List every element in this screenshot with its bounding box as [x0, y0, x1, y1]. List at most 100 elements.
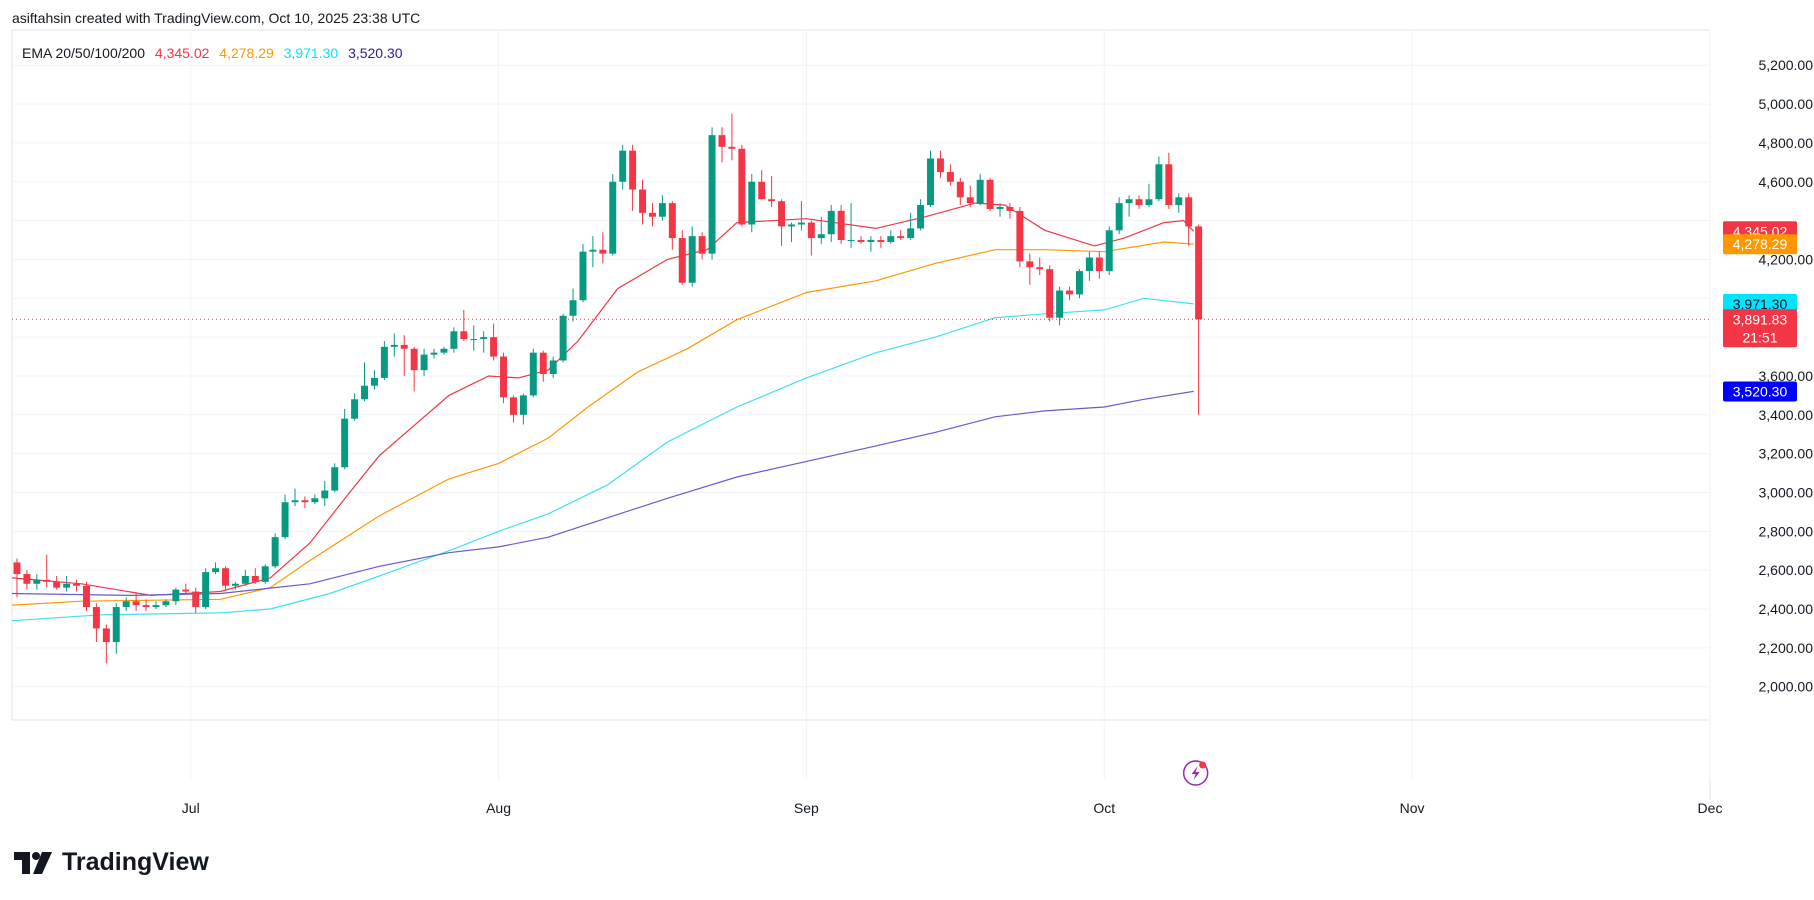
candle [927, 150, 934, 208]
y-tick-label: 4,800.00 [1759, 135, 1814, 151]
candle-body [440, 348, 448, 353]
candle [539, 350, 547, 382]
ema-line-ema100 [11, 297, 1194, 622]
candle-body [658, 203, 666, 217]
candle [867, 236, 875, 252]
candle-body [460, 331, 468, 340]
candle [688, 226, 696, 287]
candle-body [966, 197, 974, 204]
candle-body [807, 222, 815, 239]
tradingview-logo[interactable]: TradingView [14, 848, 209, 877]
candle-body [1016, 210, 1024, 262]
candle-body [917, 205, 925, 229]
candle [639, 179, 647, 225]
candle-body [589, 249, 597, 252]
candle-body [390, 344, 398, 347]
candle [1185, 193, 1193, 246]
lightning-icon[interactable] [1182, 760, 1209, 786]
notification-dot [1199, 761, 1207, 769]
price-badge-label: 3,971.30 [1733, 296, 1788, 312]
candle-body [122, 601, 130, 608]
candle-body [1175, 197, 1183, 206]
chart-credit: asiftahsin created with TradingView.com,… [12, 10, 421, 26]
candle-body [788, 224, 795, 227]
candle [658, 195, 666, 221]
candle-body [261, 566, 269, 582]
price-badge: 4,278.29 [1723, 234, 1797, 255]
candle-body [867, 240, 875, 242]
candle-body [668, 203, 676, 239]
candle [380, 341, 388, 380]
candle-body [341, 418, 349, 468]
chart-grid [11, 29, 1711, 800]
candle-body [688, 236, 696, 283]
candle [966, 185, 974, 208]
candle-body [1006, 207, 1014, 211]
price-badge-label: 3,520.30 [1733, 383, 1788, 399]
candle-body [480, 337, 488, 340]
candle-body [1056, 290, 1064, 318]
candle [1066, 286, 1074, 301]
ema-legend[interactable]: EMA 20/50/100/200 4,345.02 4,278.29 3,97… [22, 45, 409, 61]
legend-value-ema50: 4,278.29 [219, 45, 274, 61]
tradingview-logo-text: TradingView [62, 848, 209, 876]
candle [996, 203, 1004, 217]
candle [917, 199, 925, 231]
candle [936, 150, 944, 178]
candle [509, 395, 517, 423]
candle [470, 325, 478, 351]
candle [728, 113, 736, 161]
candle-body [1095, 257, 1103, 272]
candle [1085, 251, 1093, 281]
candle [53, 576, 61, 590]
ema-lines [11, 202, 1195, 622]
candle [668, 201, 676, 250]
candle [718, 127, 726, 163]
candle-body [112, 607, 120, 643]
candle [619, 144, 627, 190]
legend-value-ema100: 3,971.30 [283, 45, 339, 61]
price-badges: 4,345.024,278.293,971.303,520.303,891.83… [1723, 221, 1797, 402]
candle-body [639, 189, 647, 213]
y-tick-label: 3,400.00 [1759, 407, 1814, 423]
candle [82, 581, 90, 611]
candle [261, 564, 269, 584]
candle [490, 323, 498, 361]
y-tick-label: 3,200.00 [1759, 446, 1814, 462]
y-tick-label: 4,200.00 [1759, 251, 1814, 267]
candle-body [539, 352, 547, 375]
candle [321, 480, 329, 507]
candle [569, 288, 577, 322]
candle [361, 362, 368, 402]
tradingview-logo-icon [14, 851, 52, 874]
price-badge-bg [1723, 293, 1797, 314]
x-tick-label: Oct [1093, 800, 1115, 816]
candle-body [33, 579, 41, 584]
candle [341, 408, 349, 470]
candle [331, 463, 339, 493]
candle [162, 599, 170, 608]
candle [33, 574, 41, 590]
candle-body [996, 207, 1004, 209]
candle [1135, 195, 1143, 209]
candle-body [599, 249, 607, 254]
candle-body [529, 352, 537, 396]
candle [212, 562, 220, 575]
candle [708, 127, 716, 260]
candle [430, 348, 438, 359]
candle [827, 205, 835, 242]
candle [63, 576, 71, 592]
candle [43, 554, 51, 588]
candle [1075, 269, 1083, 299]
candle-body [768, 199, 776, 202]
candle [519, 393, 527, 425]
candle-body [102, 628, 110, 643]
candle-body [92, 607, 100, 629]
candle-body [291, 500, 299, 503]
candle [559, 313, 567, 363]
candle [887, 230, 895, 244]
candle [877, 236, 885, 248]
candle-body [182, 589, 190, 592]
lightning-bolt [1191, 766, 1200, 780]
